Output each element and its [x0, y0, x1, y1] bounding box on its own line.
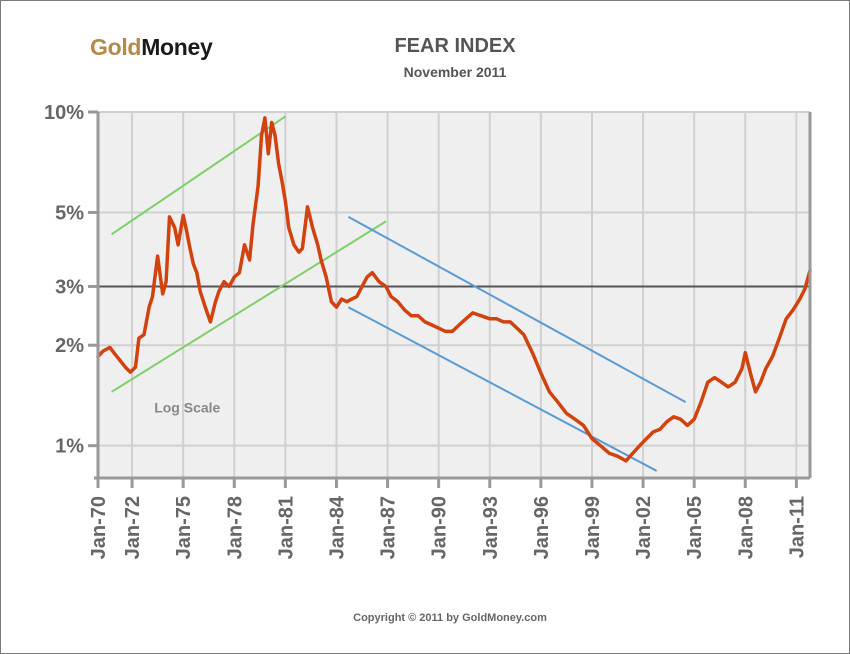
logo-gold-text: Gold: [90, 34, 142, 60]
x-tick-label: Jan-78: [224, 496, 246, 559]
y-tick-label: 5%: [55, 202, 84, 224]
plot-area: [98, 112, 810, 478]
x-tick-label: Jan-90: [429, 496, 451, 559]
green-channel-line: [111, 220, 387, 393]
x-tick-label: Jan-99: [582, 496, 604, 559]
y-tick-label: 1%: [55, 436, 84, 458]
annotations: Log Scale: [154, 400, 220, 416]
y-tick-label: 2%: [55, 335, 84, 357]
green-channel-line: [111, 115, 286, 236]
y-tick-labels: 10% 5% 3% 2% 1%: [44, 102, 84, 458]
chart-title: FEAR INDEX: [394, 35, 516, 57]
x-tick-label: Jan-93: [480, 496, 502, 559]
x-tick-label: Jan-70: [88, 496, 110, 559]
blue-channel-line: [347, 215, 687, 404]
x-tick-label: Jan-96: [531, 496, 553, 559]
x-tick-label: Jan-87: [378, 496, 400, 559]
chart-subtitle: November 2011: [403, 64, 507, 80]
x-tick-label: Jan-02: [633, 496, 655, 559]
x-tick-label: Jan-11: [786, 496, 808, 558]
y-tick-label: 3%: [55, 276, 84, 298]
horizontal-gridlines: [98, 111, 810, 447]
trend-channels: [111, 115, 687, 472]
log-scale-annotation: Log Scale: [154, 400, 220, 416]
y-tick-label: 10%: [44, 102, 84, 124]
blue-channel-line: [347, 306, 658, 472]
logo-money-text: Money: [141, 34, 213, 60]
x-tick-label: Jan-72: [122, 496, 144, 559]
x-tick-label: Jan-75: [173, 496, 195, 559]
copyright-text: Copyright © 2011 by GoldMoney.com: [353, 612, 547, 624]
x-tick-labels: Jan-70 Jan-72 Jan-75 Jan-78 Jan-81 Jan-84 Jan-…: [88, 495, 808, 559]
x-tick-label: Jan-08: [735, 496, 757, 559]
x-tick-label: Jan-81: [275, 496, 297, 559]
axes: [88, 110, 812, 488]
x-tick-label: Jan-05: [684, 496, 706, 559]
series-group: [96, 116, 812, 463]
fear-index-line: [96, 116, 812, 463]
x-tick-label: Jan-84: [326, 495, 348, 559]
goldmoney-logo: GoldMoney: [90, 34, 213, 61]
